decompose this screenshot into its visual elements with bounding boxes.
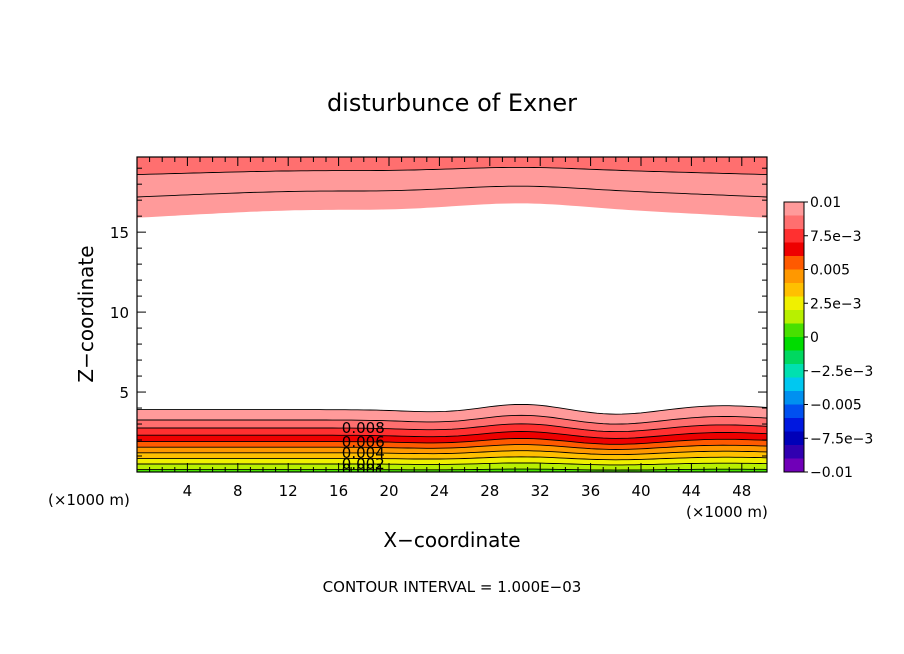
colorbar-swatch xyxy=(784,431,804,446)
colorbar-tick-label: −0.01 xyxy=(810,465,853,481)
x-tick-label: 40 xyxy=(631,482,650,500)
colorbar-swatch xyxy=(784,391,804,405)
colorbar-swatch xyxy=(784,404,804,419)
x-unit-left: (×1000 m) xyxy=(48,491,130,509)
colorbar-swatch xyxy=(784,229,804,243)
colorbar-swatch xyxy=(784,296,804,311)
colorbar-swatch xyxy=(784,377,804,392)
x-tick-label: 8 xyxy=(233,482,243,500)
x-tick-label: 16 xyxy=(329,482,348,500)
y-tick-label: 15 xyxy=(110,224,129,242)
x-tick-label: 12 xyxy=(279,482,298,500)
colorbar-swatch xyxy=(784,364,804,378)
contour-line xyxy=(137,403,767,415)
y-axis-label: Z−coordinate xyxy=(74,245,98,382)
contour-line xyxy=(137,166,767,176)
contour-line xyxy=(137,414,767,425)
contour-line xyxy=(137,450,767,456)
x-tick-label: 36 xyxy=(581,482,600,500)
colorbar-swatch xyxy=(784,445,804,459)
colorbar: 0.01 7.5e−3 0.005 2.5e−3 0 −2.5e−3 −0.005 −7.5e… xyxy=(783,195,873,481)
colorbar-tick-label: 7.5e−3 xyxy=(810,229,862,245)
colorbar-tick-label: −0.005 xyxy=(810,398,862,414)
colorbar-swatch xyxy=(784,458,804,473)
contour-line xyxy=(137,462,767,466)
colorbar-swatch xyxy=(784,215,804,230)
contour-label: 0.001 xyxy=(342,461,385,479)
colorbar-swatch xyxy=(784,256,804,270)
chart-title: disturbunce of Exner xyxy=(327,89,577,117)
colorbar-tick-label: 2.5e−3 xyxy=(810,296,862,312)
colorbar-swatch xyxy=(784,310,804,324)
x-tick-label: 24 xyxy=(430,482,449,500)
x-tick-label: 4 xyxy=(183,482,193,500)
colorbar-swatch xyxy=(784,283,804,297)
contour-label: 0.008 xyxy=(342,419,385,437)
colorbar-swatch xyxy=(784,337,804,351)
colorbar-swatch xyxy=(784,418,804,432)
x-tick-label: 32 xyxy=(531,482,550,500)
colorbar-tick-label: 0.005 xyxy=(810,263,850,279)
contour-label: 0.004 xyxy=(342,444,385,462)
contour-band xyxy=(137,157,767,175)
y-tick-label: 10 xyxy=(110,304,129,322)
contour-line xyxy=(137,437,767,445)
contour-label: 0.006 xyxy=(342,433,385,451)
x-tick-label: 20 xyxy=(379,482,398,500)
contour-line xyxy=(137,185,767,198)
colorbar-tick-label: 0 xyxy=(810,330,819,346)
x-tick-label: 44 xyxy=(682,482,701,500)
x-tick-label: 28 xyxy=(480,482,499,500)
colorbar-swatch xyxy=(784,350,804,365)
colorbar-tick-label: 0.01 xyxy=(810,195,841,211)
colorbar-swatch xyxy=(784,323,804,338)
contour-label: 0.002 xyxy=(342,455,385,473)
contour-line xyxy=(137,456,767,461)
contour-interval-note: CONTOUR INTERVAL = 1.000E−03 xyxy=(323,578,582,596)
x-axis-label: X−coordinate xyxy=(383,528,520,552)
contour-line xyxy=(137,444,767,450)
contour-line xyxy=(137,423,767,433)
colorbar-swatch xyxy=(784,269,804,284)
y-tick-label: 5 xyxy=(119,384,129,402)
x-unit-right: (×1000 m) xyxy=(686,503,768,521)
colorbar-tick-label: −2.5e−3 xyxy=(810,364,873,380)
contour-line xyxy=(137,431,767,439)
colorbar-swatch xyxy=(784,202,804,216)
colorbar-swatch xyxy=(784,242,804,257)
colorbar-tick-label: −7.5e−3 xyxy=(810,431,873,447)
x-tick-label: 48 xyxy=(732,482,751,500)
